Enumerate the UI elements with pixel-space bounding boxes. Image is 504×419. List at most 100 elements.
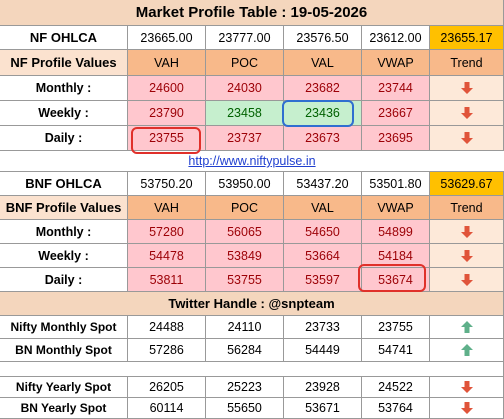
trend-arrow (460, 82, 473, 94)
ohlca-label: NF OHLCA (0, 26, 128, 50)
profile-value: 54478 (128, 244, 206, 268)
trend-cell (430, 339, 504, 362)
trend-cell (430, 244, 504, 268)
spot-value: 55650 (206, 398, 284, 419)
profile-value: 24600 (128, 76, 206, 101)
profile-value: 53674 (362, 268, 430, 292)
spot-label: Nifty Monthly Spot (0, 316, 128, 339)
column-header: NF Profile Values (0, 50, 128, 76)
trend-arrow (460, 402, 473, 414)
ohlca-value: 53501.80 (362, 172, 430, 196)
trend-cell (430, 316, 504, 339)
column-header: BNF Profile Values (0, 196, 128, 220)
ohlca-value: 53437.20 (284, 172, 362, 196)
spot-label: BN Yearly Spot (0, 398, 128, 419)
spacer-row (0, 362, 504, 377)
spot-label: Nifty Yearly Spot (0, 377, 128, 398)
column-header: VAL (284, 50, 362, 76)
profile-value: 23737 (206, 126, 284, 151)
table-title: Market Profile Table : 19-05-2026 (0, 0, 504, 26)
spot-value: 26205 (128, 377, 206, 398)
trend-cell (430, 220, 504, 244)
trend-arrow (460, 321, 473, 333)
profile-value: 23667 (362, 101, 430, 126)
trend-arrow (460, 249, 473, 262)
row-label: Weekly : (0, 101, 128, 126)
column-header: VAL (284, 196, 362, 220)
profile-value: 53849 (206, 244, 284, 268)
trend-arrow (460, 107, 473, 119)
ohlca-value: 53750.20 (128, 172, 206, 196)
profile-value: 54650 (284, 220, 362, 244)
column-header: VAH (128, 196, 206, 220)
column-header: VAH (128, 50, 206, 76)
column-header: POC (206, 50, 284, 76)
trend-arrow (460, 381, 473, 393)
profile-value: 24030 (206, 76, 284, 101)
profile-value: 57280 (128, 220, 206, 244)
spot-value: 60114 (128, 398, 206, 419)
trend-arrow (460, 273, 473, 286)
profile-value: 23682 (284, 76, 362, 101)
spot-value: 53671 (284, 398, 362, 419)
row-label: Monthly : (0, 76, 128, 101)
profile-value: 56065 (206, 220, 284, 244)
spot-value: 57286 (128, 339, 206, 362)
trend-arrow (460, 225, 473, 238)
spot-value: 23928 (284, 377, 362, 398)
spot-value: 54741 (362, 339, 430, 362)
row-label: Daily : (0, 126, 128, 151)
spot-value: 24110 (206, 316, 284, 339)
profile-value: 54899 (362, 220, 430, 244)
trend-cell (430, 76, 504, 101)
ohlca-value: 23777.00 (206, 26, 284, 50)
spot-value: 23755 (362, 316, 430, 339)
profile-value: 23458 (206, 101, 284, 126)
highlight-box (282, 100, 354, 127)
profile-value: 23673 (284, 126, 362, 151)
trend-cell (430, 126, 504, 151)
spot-value: 54449 (284, 339, 362, 362)
spot-value: 53764 (362, 398, 430, 419)
highlight-box (358, 264, 426, 292)
column-header: Trend (430, 50, 504, 76)
column-header: VWAP (362, 196, 430, 220)
row-label: Daily : (0, 268, 128, 292)
spot-value: 24522 (362, 377, 430, 398)
ohlca-value: 23655.17 (430, 26, 504, 50)
trend-cell (430, 101, 504, 126)
ohlca-value: 53629.67 (430, 172, 504, 196)
trend-arrow (460, 132, 473, 144)
row-label: Monthly : (0, 220, 128, 244)
spot-value: 24488 (128, 316, 206, 339)
profile-value: 53755 (206, 268, 284, 292)
column-header: Trend (430, 196, 504, 220)
trend-arrow (460, 344, 473, 356)
spot-label: BN Monthly Spot (0, 339, 128, 362)
twitter-handle: Twitter Handle : @snpteam (0, 292, 504, 316)
spot-value: 23733 (284, 316, 362, 339)
profile-value: 23755 (128, 126, 206, 151)
row-label: Weekly : (0, 244, 128, 268)
profile-value: 23695 (362, 126, 430, 151)
ohlca-value: 23665.00 (128, 26, 206, 50)
profile-value: 53597 (284, 268, 362, 292)
column-header: VWAP (362, 50, 430, 76)
spot-value: 25223 (206, 377, 284, 398)
profile-value: 23744 (362, 76, 430, 101)
ohlca-value: 23612.00 (362, 26, 430, 50)
trend-cell (430, 398, 504, 419)
profile-value: 23790 (128, 101, 206, 126)
trend-cell (430, 377, 504, 398)
ohlca-value: 53950.00 (206, 172, 284, 196)
spot-value: 56284 (206, 339, 284, 362)
profile-value: 53811 (128, 268, 206, 292)
ohlca-label: BNF OHLCA (0, 172, 128, 196)
profile-value: 53664 (284, 244, 362, 268)
highlight-box (131, 127, 201, 154)
column-header: POC (206, 196, 284, 220)
ohlca-value: 23576.50 (284, 26, 362, 50)
website-link[interactable]: http://www.niftypulse.in (0, 151, 504, 172)
trend-cell (430, 268, 504, 292)
